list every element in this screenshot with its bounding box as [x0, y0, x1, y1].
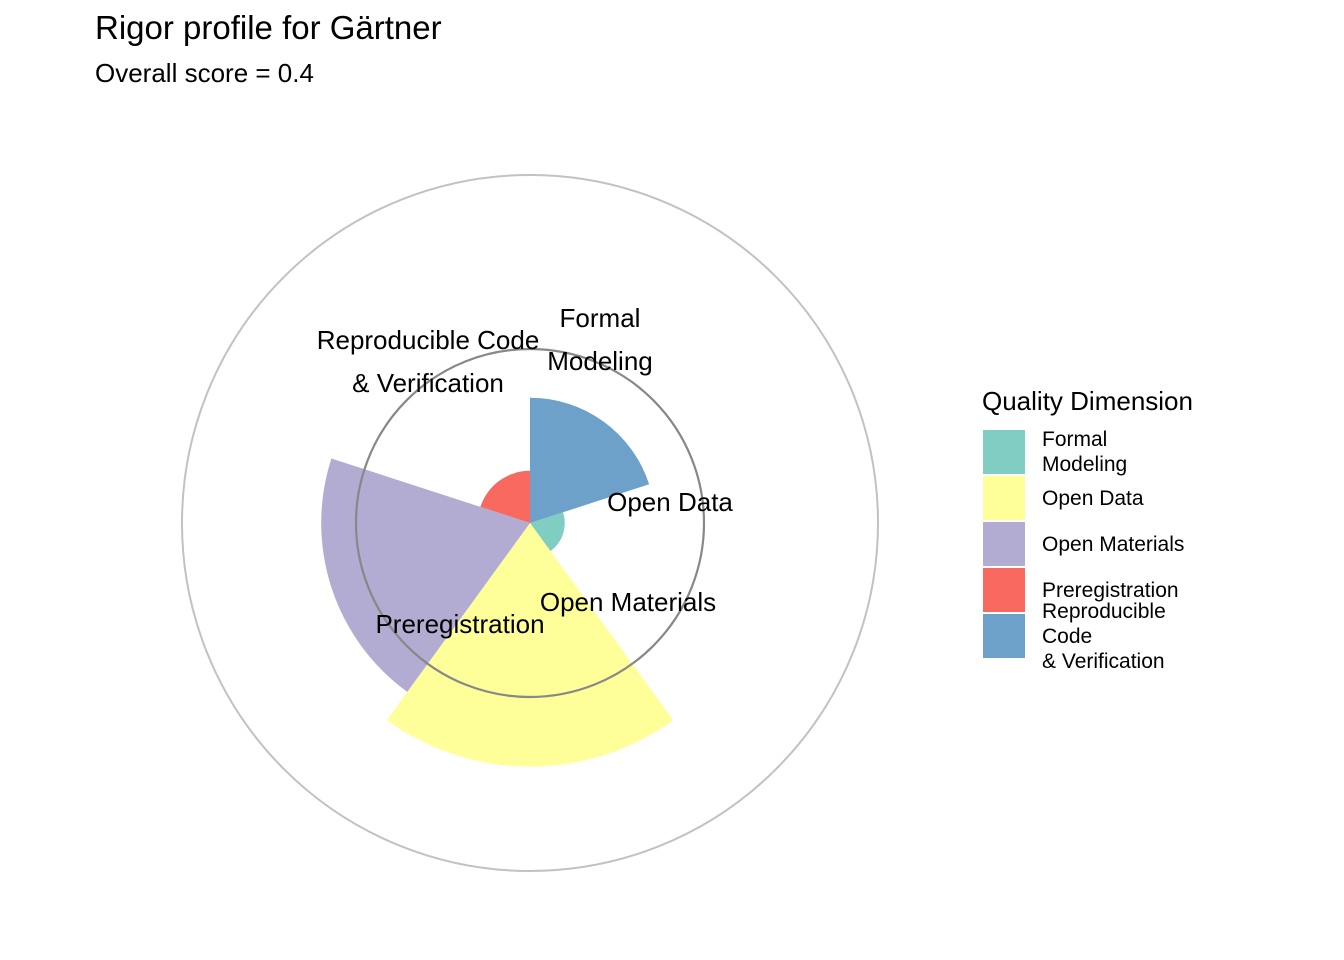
legend-label: Preregistration — [1042, 578, 1179, 602]
legend: Quality Dimension Formal Modeling Open Da… — [982, 384, 1193, 673]
legend-item-open-materials: Open Materials — [982, 522, 1193, 568]
legend-swatch — [983, 430, 1025, 474]
chart-subtitle: Overall score = 0.4 — [95, 58, 314, 88]
bar-open-materials — [321, 458, 530, 692]
legend-item-preregistration: Preregistration — [982, 568, 1193, 614]
legend-title: Quality Dimension — [982, 386, 1193, 416]
legend-label: Reproducible Code & Verification — [1042, 599, 1166, 673]
legend-label: Open Materials — [1042, 532, 1185, 556]
bar-label-reproducible-code-verification: Reproducible Code & Verification — [317, 325, 540, 398]
legend-swatch — [983, 614, 1025, 658]
legend-swatch — [983, 568, 1025, 612]
bars — [321, 397, 674, 767]
chart-title: Rigor profile for Gärtner — [95, 9, 442, 46]
bar-open-data — [386, 523, 674, 767]
legend-label: Formal Modeling — [1042, 428, 1128, 476]
midpoint-reference-circle — [354, 347, 706, 699]
legend-items: Formal Modeling Open Data Open Materials Pr… — [982, 428, 1193, 673]
bar-reproducible-code-verification — [530, 397, 650, 523]
bar-formal-modeling — [530, 512, 565, 552]
legend-item-reproducible-code-verification: Reproducible Code & Verification — [982, 599, 1193, 673]
bar-label-open-materials: Open Materials — [540, 587, 716, 617]
bar-label-preregistration: Preregistration — [375, 609, 544, 639]
bar-label-formal-modeling: Formal Modeling — [547, 303, 653, 376]
legend-swatch — [983, 476, 1025, 520]
outer-reference-circle — [181, 174, 879, 872]
bar-label-open-data: Open Data — [607, 487, 733, 517]
legend-item-formal-modeling: Formal Modeling — [982, 428, 1193, 476]
legend-swatch — [983, 522, 1025, 566]
legend-label: Open Data — [1042, 486, 1144, 510]
bar-preregistration — [480, 470, 530, 523]
legend-item-open-data: Open Data — [982, 476, 1193, 522]
